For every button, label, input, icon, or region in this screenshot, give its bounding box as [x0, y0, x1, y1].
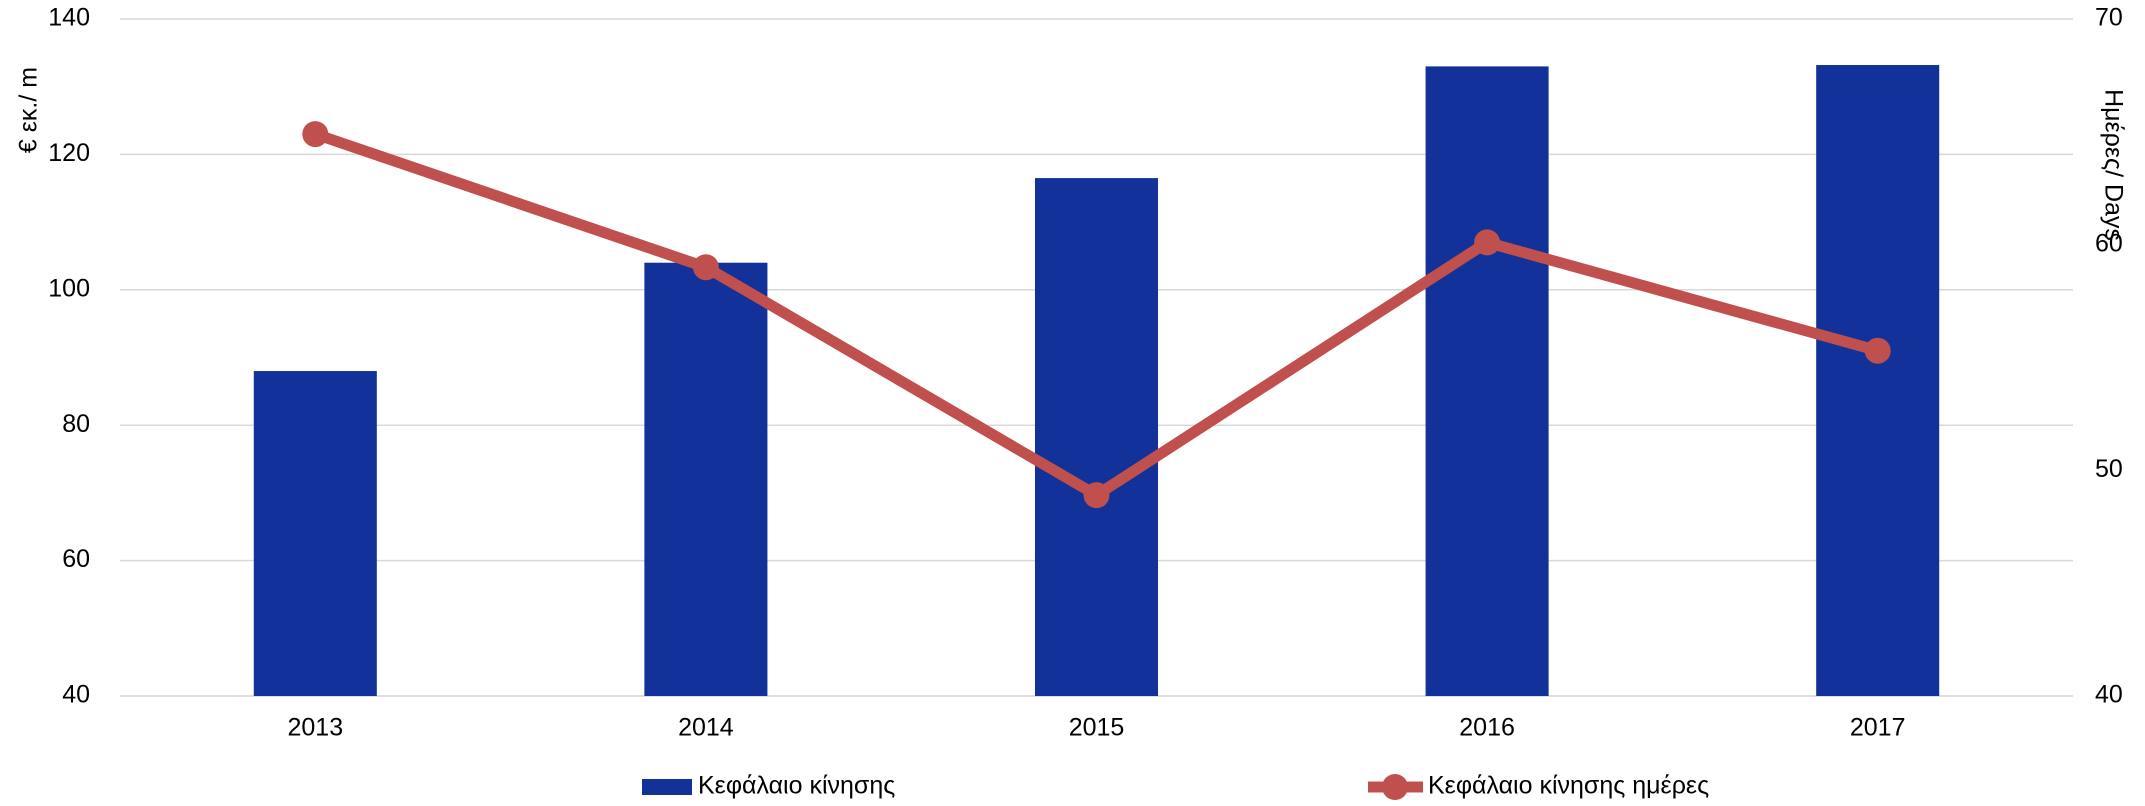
bar — [644, 262, 768, 696]
y2-axis-label: Ημέρες/ Days — [2099, 89, 2127, 241]
x-tick-label: 2017 — [1850, 714, 1906, 742]
y2-tick-label: 50 — [2095, 455, 2123, 483]
y2-tick-label: 60 — [2095, 229, 2123, 257]
legend-swatch — [642, 779, 692, 795]
legend-label: Κεφάλαιο κίνησης ημέρες — [1428, 772, 1709, 800]
y-tick-label: 80 — [62, 410, 90, 438]
y-axis-label: € εκ./ m — [15, 67, 43, 153]
legend-label: Κεφάλαιο κίνησης — [698, 772, 895, 800]
y2-tick-label: 40 — [2095, 681, 2123, 709]
bar — [1816, 65, 1940, 696]
x-tick-label: 2015 — [1069, 714, 1125, 742]
bar — [1425, 66, 1549, 696]
bar — [253, 371, 377, 696]
y-tick-label: 140 — [48, 4, 90, 32]
line-marker — [1474, 229, 1501, 256]
x-tick-label: 2013 — [287, 714, 343, 742]
y-tick-label: 120 — [48, 139, 90, 167]
y-tick-label: 60 — [62, 545, 90, 573]
legend-swatch — [1382, 774, 1408, 800]
line-marker — [1864, 337, 1891, 364]
bar — [1034, 178, 1159, 697]
line-marker — [1083, 482, 1110, 509]
line-marker — [302, 121, 329, 148]
y2-tick-label: 70 — [2095, 4, 2123, 32]
line-marker — [692, 254, 719, 281]
y-tick-label: 40 — [62, 681, 90, 709]
x-tick-label: 2016 — [1459, 714, 1515, 742]
x-tick-label: 2014 — [678, 714, 734, 742]
y-tick-label: 100 — [48, 274, 90, 302]
